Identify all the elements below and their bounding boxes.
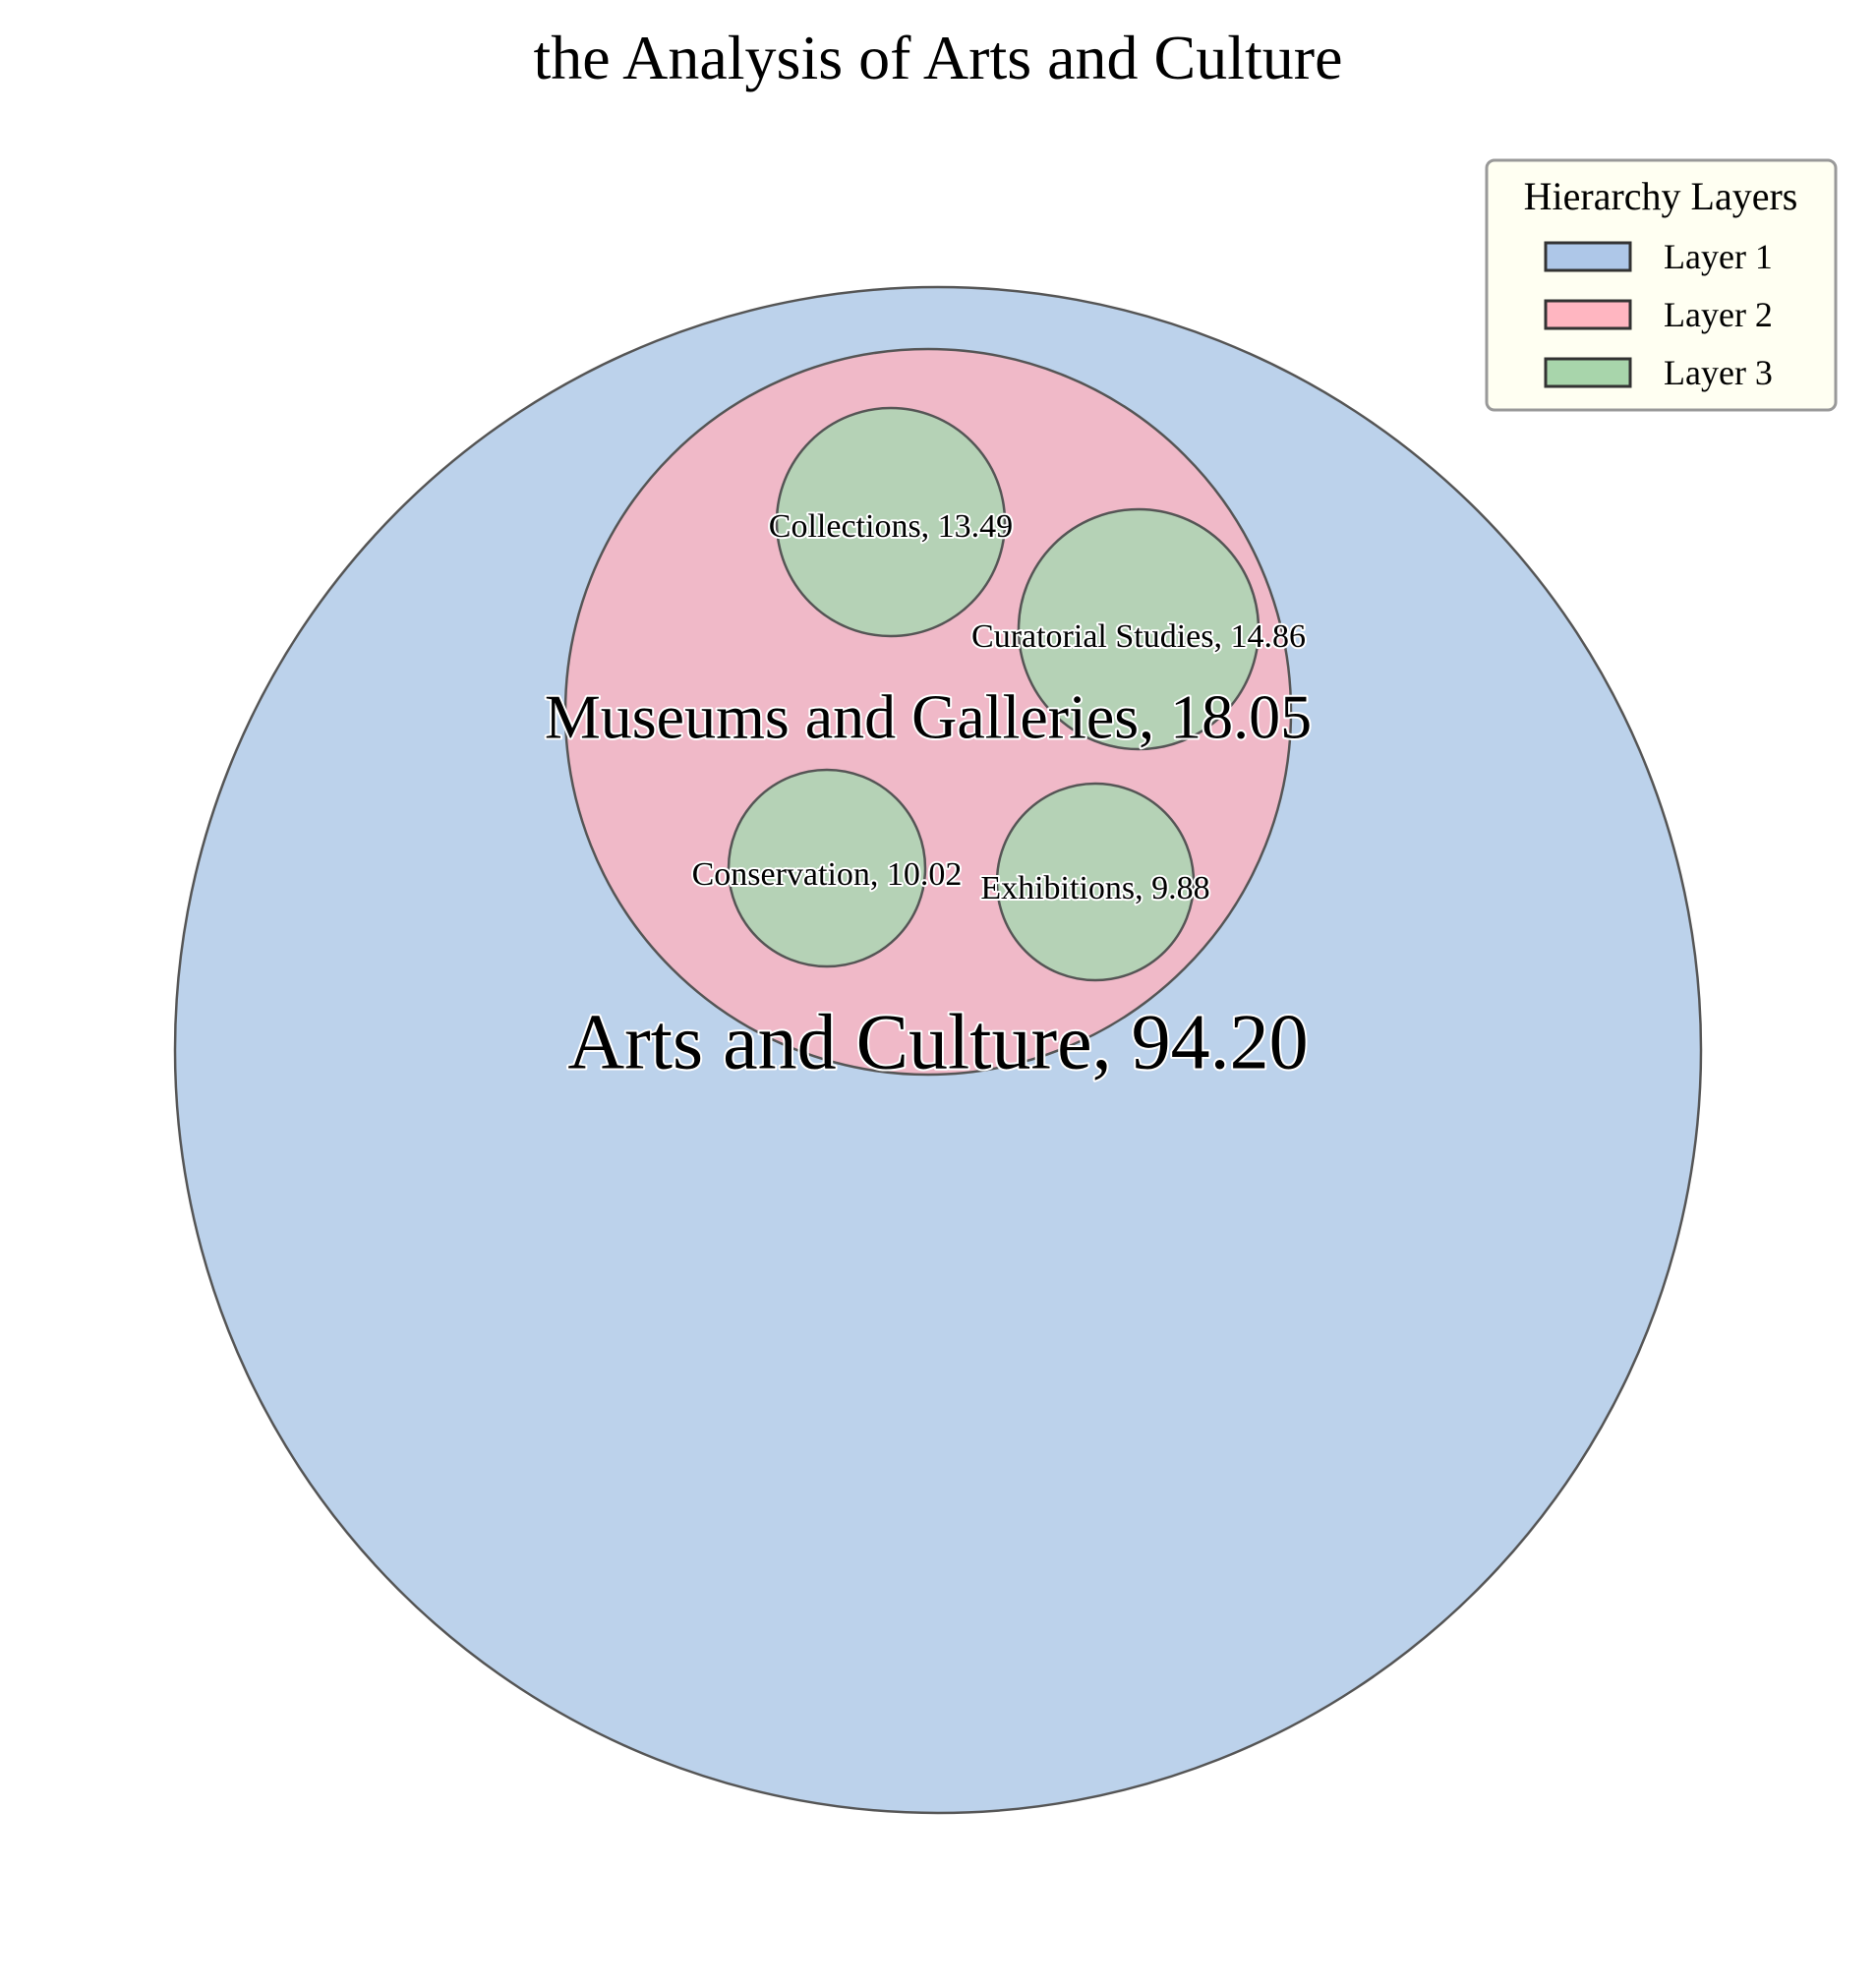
label-curatorial-studies: Curatorial Studies, 14.86 [971, 618, 1306, 655]
chart-title: the Analysis of Arts and Culture [533, 23, 1342, 92]
legend-swatch-layer-3 [1544, 357, 1632, 388]
label-museums-and-galleries: Museums and Galleries, 18.05 [545, 682, 1312, 752]
legend-title: Hierarchy Layers [1524, 174, 1798, 218]
circle-labels: Arts and Culture, 94.20 Museums and Galle… [543, 506, 1314, 1088]
legend-items: Layer 1 Layer 2 Layer 3 [1544, 237, 1773, 392]
legend: Hierarchy Layers Layer 1 Layer 2 Layer 3 [1485, 158, 1838, 412]
legend-swatch-layer-1 [1544, 241, 1632, 272]
label-collections: Collections, 13.49 [769, 508, 1013, 545]
legend-label-layer-2: Layer 2 [1664, 295, 1773, 334]
label-exhibitions: Exhibitions, 9.88 [980, 870, 1209, 906]
circle-collections [775, 406, 1007, 638]
legend-swatch-layer-2 [1544, 299, 1632, 330]
legend-label-layer-3: Layer 3 [1664, 353, 1773, 392]
legend-label-layer-1: Layer 1 [1664, 237, 1773, 276]
label-arts-and-culture: Arts and Culture, 94.20 [567, 999, 1308, 1085]
legend-frame [1485, 158, 1838, 412]
circle-exhibitions [995, 782, 1196, 982]
circle-conservation [727, 768, 927, 968]
label-conservation: Conservation, 10.02 [692, 856, 963, 893]
circle-curatorial-studies [1017, 507, 1260, 751]
circle-pack [173, 285, 1703, 1815]
